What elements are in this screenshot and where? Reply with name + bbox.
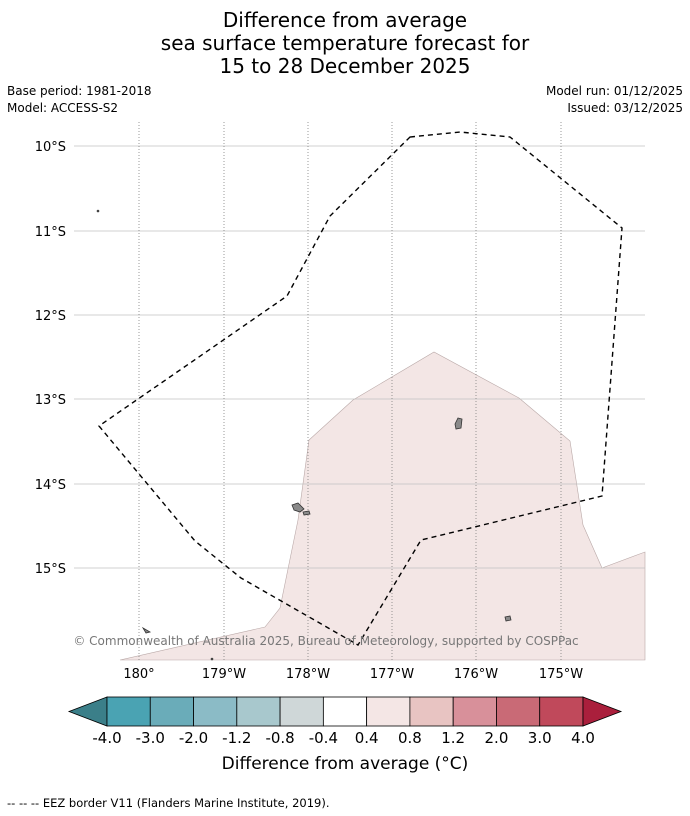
island-dot — [96, 209, 100, 213]
lat-labels: 10°S 11°S 12°S 13°S 14°S 15°S — [35, 140, 66, 577]
colorbar-segment — [322, 696, 368, 727]
colorbar-tick-label: 3.0 — [528, 729, 552, 747]
copyright-notice: © Commonwealth of Australia 2025, Bureau… — [73, 634, 578, 648]
colorbar — [67, 696, 623, 727]
island-futuna — [291, 502, 305, 513]
colorbar-tick-label: 0.8 — [398, 729, 422, 747]
colorbar-segment — [279, 696, 324, 727]
title-line-1: Difference from average — [222, 8, 468, 32]
colorbar-tick-label: -2.0 — [179, 729, 208, 747]
colorbar-segment — [106, 696, 151, 727]
colorbar-tick-label: 1.2 — [441, 729, 465, 747]
colorbar-tick-label: -1.2 — [222, 729, 251, 747]
colorbar-segment — [496, 696, 541, 727]
island-small-west — [141, 626, 152, 634]
colorbar-segment — [452, 696, 497, 727]
eez-border — [97, 131, 623, 646]
meta-left: Base period: 1981-2018 Model: ACCESS-S2 — [7, 83, 152, 117]
lat-label: 12°S — [35, 309, 66, 324]
title-line-2: sea surface temperature forecast for — [160, 31, 530, 55]
colorbar-tick-label: 4.0 — [571, 729, 595, 747]
lat-label: 10°S — [35, 140, 66, 155]
base-period: Base period: 1981-2018 — [7, 84, 152, 98]
model-name: Model: ACCESS-S2 — [7, 101, 119, 115]
colorbar-label: Difference from average (°C) — [221, 754, 469, 774]
lat-label: 14°S — [35, 478, 66, 493]
model-run: Model run: 01/12/2025 — [545, 84, 683, 98]
colorbar-ticks: -4.0 -3.0 -2.0 -1.2 -0.8 -0.4 0.4 0.8 1.2 2.0 3.0 4… — [92, 729, 595, 747]
colorbar-tick-label: 0.4 — [355, 729, 379, 747]
title-line-3: 15 to 28 December 2025 — [219, 54, 471, 78]
islands — [96, 209, 512, 661]
colorbar-extend-high — [582, 696, 623, 727]
lat-label: 15°S — [35, 562, 66, 577]
lon-label: 178°W — [286, 667, 330, 682]
lat-label: 13°S — [35, 393, 66, 408]
colorbar-extend-low — [67, 696, 108, 727]
colorbar-segment — [366, 696, 411, 727]
colorbar-segment — [149, 696, 194, 727]
colorbar-tick-label: -4.0 — [92, 729, 121, 747]
colorbar-tick-label: -3.0 — [136, 729, 165, 747]
colorbar-segment — [539, 696, 584, 727]
colorbar-tick-label: 2.0 — [485, 729, 509, 747]
lon-label: 177°W — [370, 667, 414, 682]
lon-label: 175°W — [539, 667, 583, 682]
island-niuafoou — [504, 615, 512, 622]
colorbar-tick-label: -0.8 — [265, 729, 294, 747]
footer-note: -- -- -- EEZ border V11 (Flanders Marine… — [7, 796, 330, 810]
lon-labels: 180° 179°W 178°W 177°W 176°W 175°W — [123, 667, 583, 682]
colorbar-tick-label: -0.4 — [309, 729, 338, 747]
lon-label: 180° — [123, 667, 154, 682]
issued-date: Issued: 03/12/2025 — [567, 101, 683, 115]
lat-gridlines — [74, 145, 645, 569]
lon-label: 176°W — [454, 667, 498, 682]
lon-label: 179°W — [202, 667, 246, 682]
colorbar-segment — [193, 696, 238, 727]
lat-label: 11°S — [35, 225, 66, 240]
colorbar-segment — [409, 696, 454, 727]
meta-right: Model run: 01/12/2025 Issued: 03/12/2025 — [546, 83, 683, 117]
anomaly-region — [119, 351, 646, 661]
colorbar-segment — [236, 696, 281, 727]
island-wallis — [454, 417, 463, 430]
island-alofi — [302, 510, 311, 516]
island-dot-2 — [210, 657, 214, 661]
